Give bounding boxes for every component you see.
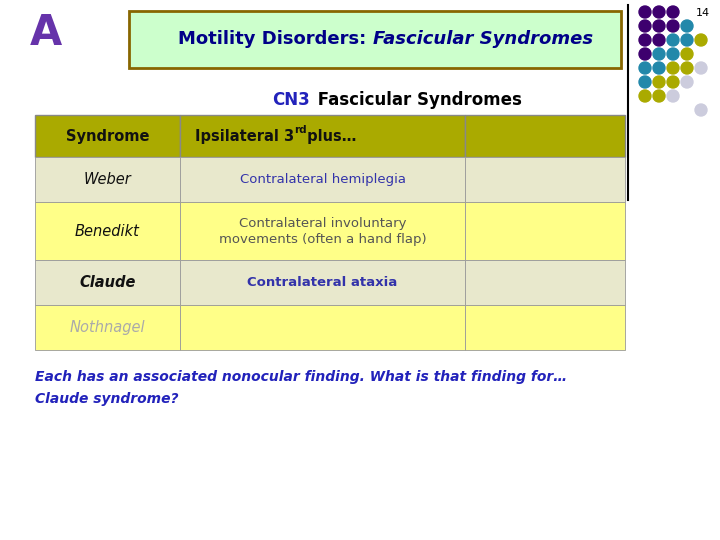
Bar bbox=[465, 202, 625, 260]
Circle shape bbox=[681, 76, 693, 88]
Circle shape bbox=[681, 34, 693, 46]
Circle shape bbox=[695, 104, 707, 116]
Bar bbox=[35, 157, 180, 202]
Bar bbox=[180, 305, 465, 350]
Text: Claude syndrome?: Claude syndrome? bbox=[35, 392, 179, 406]
Circle shape bbox=[639, 20, 651, 32]
Bar bbox=[180, 157, 465, 202]
Circle shape bbox=[653, 90, 665, 102]
Circle shape bbox=[653, 76, 665, 88]
Circle shape bbox=[667, 76, 679, 88]
Bar bbox=[35, 202, 180, 260]
Circle shape bbox=[681, 20, 693, 32]
Circle shape bbox=[695, 62, 707, 74]
Text: Fascicular Syndromes: Fascicular Syndromes bbox=[373, 30, 593, 49]
Circle shape bbox=[667, 90, 679, 102]
Circle shape bbox=[639, 62, 651, 74]
Bar bbox=[465, 305, 625, 350]
Circle shape bbox=[681, 48, 693, 60]
Circle shape bbox=[681, 62, 693, 74]
Bar bbox=[465, 115, 625, 157]
Circle shape bbox=[653, 48, 665, 60]
Text: Claude: Claude bbox=[79, 275, 135, 290]
Text: Fascicular Syndromes: Fascicular Syndromes bbox=[312, 91, 522, 109]
Text: Contralateral ataxia: Contralateral ataxia bbox=[248, 276, 397, 289]
Circle shape bbox=[667, 62, 679, 74]
Text: CN3: CN3 bbox=[272, 91, 310, 109]
Bar bbox=[180, 202, 465, 260]
Text: plus…: plus… bbox=[302, 129, 357, 144]
Bar bbox=[180, 260, 465, 305]
Text: A: A bbox=[30, 12, 62, 54]
Text: Benedikt: Benedikt bbox=[75, 224, 140, 239]
Circle shape bbox=[639, 76, 651, 88]
Circle shape bbox=[639, 90, 651, 102]
Text: Nothnagel: Nothnagel bbox=[70, 320, 145, 335]
FancyBboxPatch shape bbox=[129, 11, 621, 68]
Circle shape bbox=[653, 20, 665, 32]
Circle shape bbox=[667, 20, 679, 32]
Bar bbox=[465, 260, 625, 305]
Text: Syndrome: Syndrome bbox=[66, 129, 149, 144]
Text: Motility Disorders:: Motility Disorders: bbox=[179, 30, 373, 49]
Circle shape bbox=[695, 34, 707, 46]
Bar bbox=[465, 157, 625, 202]
Circle shape bbox=[667, 48, 679, 60]
Circle shape bbox=[667, 6, 679, 18]
Circle shape bbox=[639, 34, 651, 46]
Text: 14: 14 bbox=[696, 8, 710, 18]
Bar bbox=[35, 305, 180, 350]
Circle shape bbox=[667, 34, 679, 46]
Text: Each has an associated nonocular finding. What is that finding for…: Each has an associated nonocular finding… bbox=[35, 370, 567, 384]
Circle shape bbox=[653, 34, 665, 46]
Circle shape bbox=[639, 6, 651, 18]
Circle shape bbox=[653, 62, 665, 74]
Circle shape bbox=[653, 6, 665, 18]
Text: Contralateral involuntary
movements (often a hand flap): Contralateral involuntary movements (oft… bbox=[219, 217, 426, 246]
Text: Ipsilateral 3: Ipsilateral 3 bbox=[195, 129, 294, 144]
Bar bbox=[35, 115, 180, 157]
Text: rd: rd bbox=[294, 125, 307, 135]
Bar bbox=[180, 115, 465, 157]
Circle shape bbox=[639, 48, 651, 60]
Text: Weber: Weber bbox=[84, 172, 131, 187]
Text: Contralateral hemiplegia: Contralateral hemiplegia bbox=[240, 173, 405, 186]
Bar bbox=[35, 260, 180, 305]
